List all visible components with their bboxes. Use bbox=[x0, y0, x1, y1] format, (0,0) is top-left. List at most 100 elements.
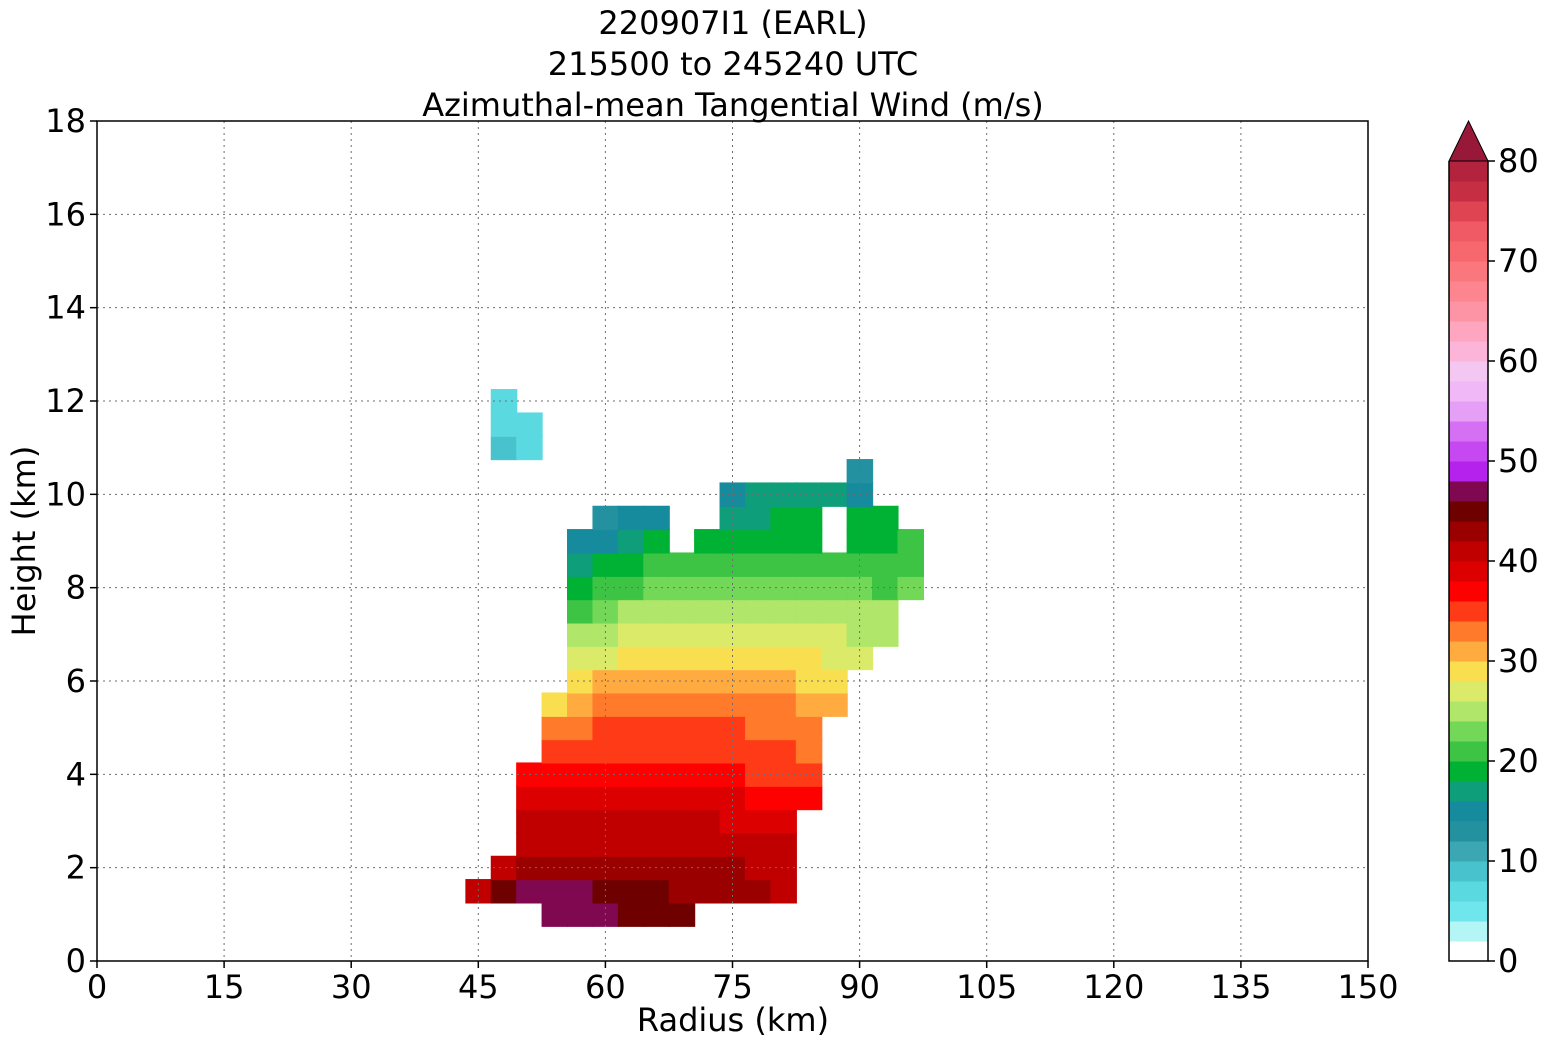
wind-cell bbox=[897, 552, 924, 577]
wind-cell bbox=[516, 879, 543, 904]
wind-cell bbox=[897, 529, 924, 554]
colorbar-segment bbox=[1449, 841, 1488, 862]
wind-cell bbox=[541, 832, 569, 857]
x-tick-label: 75 bbox=[712, 968, 753, 1006]
colorbar-segment bbox=[1449, 721, 1488, 742]
wind-cell bbox=[694, 715, 721, 741]
y-axis-ticks: 0 2 4 6 8 10 12 14 16 18 bbox=[45, 102, 97, 980]
colorbar-segment bbox=[1449, 321, 1488, 342]
wind-cell bbox=[821, 599, 848, 624]
x-axis-label: Radius (km) bbox=[637, 1001, 829, 1039]
wind-cell bbox=[821, 575, 848, 601]
x-tick-label: 150 bbox=[1337, 968, 1398, 1006]
wind-cell bbox=[770, 575, 797, 601]
wind-cell bbox=[567, 879, 594, 904]
wind-cell bbox=[795, 622, 823, 647]
wind-cell bbox=[872, 622, 899, 647]
wind-cell bbox=[821, 482, 848, 507]
wind-cell bbox=[744, 832, 772, 857]
colorbar bbox=[1448, 119, 1489, 962]
colorbar-segment bbox=[1449, 681, 1488, 702]
wind-cell bbox=[567, 739, 594, 764]
colorbar-tick-label: 0 bbox=[1498, 942, 1518, 980]
wind-cell bbox=[719, 669, 747, 694]
wind-cell bbox=[668, 692, 696, 717]
x-tick-label: 90 bbox=[839, 968, 880, 1006]
x-tick-label: 45 bbox=[458, 968, 499, 1006]
wind-cell bbox=[643, 809, 670, 834]
wind-cell bbox=[744, 622, 772, 647]
wind-cell bbox=[770, 482, 797, 507]
wind-cell bbox=[821, 645, 848, 671]
wind-cell bbox=[795, 505, 823, 531]
wind-cell bbox=[770, 762, 797, 787]
wind-cell bbox=[490, 879, 518, 904]
wind-cell bbox=[643, 715, 670, 741]
y-tick-label: 18 bbox=[45, 102, 86, 140]
wind-cell bbox=[541, 902, 569, 927]
wind-cell bbox=[567, 529, 594, 554]
chart-title-line-1: 220907I1 (EARL) bbox=[598, 4, 867, 42]
wind-cell bbox=[516, 435, 543, 461]
wind-cell bbox=[668, 785, 696, 811]
wind-cell bbox=[795, 715, 823, 741]
wind-cell bbox=[567, 902, 594, 927]
colorbar-segment bbox=[1449, 281, 1488, 302]
colorbar-tick-label: 10 bbox=[1498, 842, 1539, 880]
wind-cell bbox=[795, 785, 823, 811]
wind-cell bbox=[643, 529, 670, 554]
colorbar-segment bbox=[1449, 361, 1488, 382]
x-tick-label: 15 bbox=[204, 968, 245, 1006]
wind-cell bbox=[516, 412, 543, 437]
wind-cell bbox=[643, 692, 670, 717]
wind-cell bbox=[770, 599, 797, 624]
colorbar-segment bbox=[1449, 641, 1488, 662]
y-tick-label: 10 bbox=[45, 475, 86, 513]
colorbar-segment bbox=[1449, 201, 1488, 222]
wind-cell bbox=[694, 552, 721, 577]
wind-cell bbox=[567, 552, 594, 577]
wind-cell bbox=[744, 809, 772, 834]
wind-cell bbox=[465, 879, 492, 904]
wind-cell bbox=[694, 785, 721, 811]
wind-cell bbox=[668, 645, 696, 671]
wind-cell bbox=[872, 529, 899, 554]
wind-cell bbox=[694, 692, 721, 717]
colorbar-segment bbox=[1449, 761, 1488, 782]
y-tick-label: 14 bbox=[45, 289, 86, 327]
colorbar-segment bbox=[1449, 381, 1488, 402]
colorbar-segment bbox=[1449, 601, 1488, 622]
wind-cell bbox=[770, 552, 797, 577]
wind-cell bbox=[694, 809, 721, 834]
colorbar-segment bbox=[1449, 261, 1488, 282]
wind-cell bbox=[617, 529, 645, 554]
wind-cell bbox=[567, 692, 594, 717]
wind-cell bbox=[567, 622, 594, 647]
colorbar-segment bbox=[1449, 941, 1488, 962]
chart-title-line-2: 215500 to 245240 UTC bbox=[548, 45, 918, 83]
wind-cell bbox=[668, 832, 696, 857]
wind-cell bbox=[770, 715, 797, 741]
wind-cell bbox=[541, 809, 569, 834]
wind-cell bbox=[821, 552, 848, 577]
wind-cell bbox=[719, 879, 747, 904]
wind-cell bbox=[567, 645, 594, 671]
x-tick-label: 135 bbox=[1210, 968, 1271, 1006]
colorbar-segment bbox=[1449, 901, 1488, 922]
colorbar-segment bbox=[1449, 421, 1488, 442]
colorbar-segment bbox=[1449, 501, 1488, 522]
wind-cell bbox=[567, 809, 594, 834]
colorbar-tick-label: 50 bbox=[1498, 442, 1539, 480]
wind-cell bbox=[770, 739, 797, 764]
wind-cell bbox=[592, 879, 619, 904]
colorbar-segment bbox=[1449, 221, 1488, 242]
colorbar-segment bbox=[1449, 441, 1488, 462]
colorbar-segment bbox=[1449, 561, 1488, 582]
wind-cell bbox=[744, 739, 772, 764]
wind-cell bbox=[567, 785, 594, 811]
colorbar-segment bbox=[1449, 301, 1488, 322]
wind-cell bbox=[770, 692, 797, 717]
wind-cell bbox=[795, 645, 823, 671]
x-tick-label: 120 bbox=[1083, 968, 1144, 1006]
wind-cell bbox=[668, 599, 696, 624]
